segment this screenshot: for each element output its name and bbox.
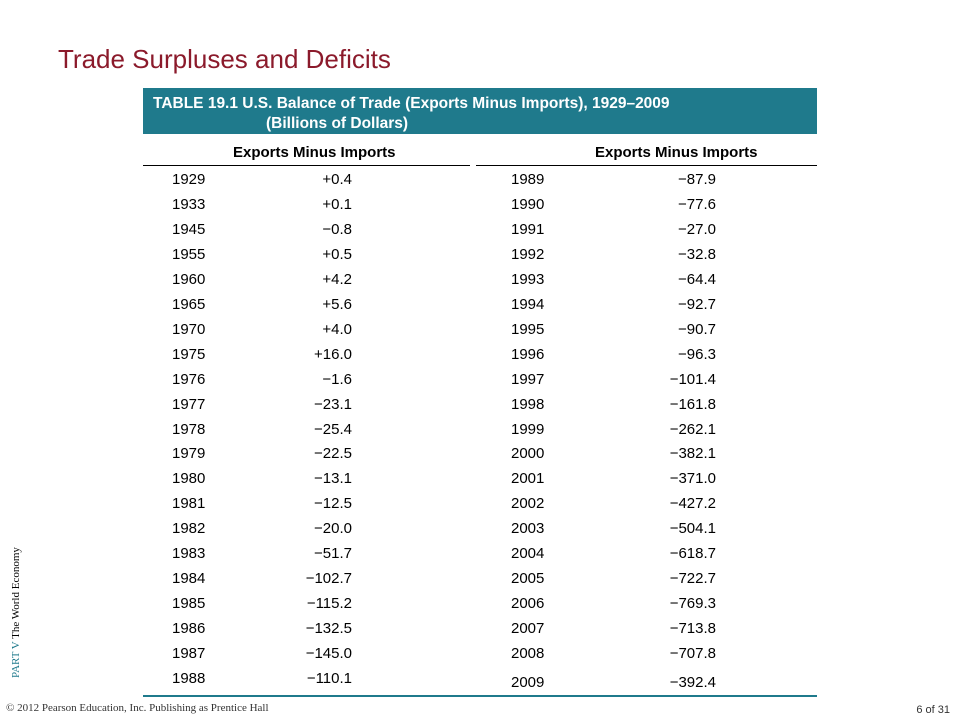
table-cell-year: 1980 (172, 470, 206, 488)
table-cell-value: −504.1 (669, 520, 716, 538)
table-cell-year: 1995 (511, 320, 545, 338)
table-title-line2: (Billions of Dollars) (266, 115, 409, 132)
table-cell-year: 2006 (511, 595, 545, 613)
part-side-label: PART V The World Economy (10, 547, 22, 678)
table-cell-value: −769.3 (669, 595, 716, 613)
table-cell-value: −20.0 (314, 520, 352, 538)
table-cell-value: −145.0 (305, 645, 352, 663)
table-cell-year: 1989 (511, 171, 545, 188)
table-cell-value: −713.8 (669, 620, 716, 638)
table-cell-value: −102.7 (305, 570, 352, 588)
table-cell-year: 1960 (172, 270, 206, 288)
table-cell-year: 1984 (172, 570, 206, 588)
table-cell-value: +16.0 (314, 345, 352, 363)
table-cell-value: −23.1 (314, 395, 352, 413)
table-cell-value: −262.1 (669, 420, 716, 438)
table-cell-year: 2005 (511, 570, 545, 588)
table-cell-value: −27.0 (678, 220, 716, 238)
table-cell-year: 2003 (511, 520, 545, 538)
table-cell-value: −722.7 (669, 570, 716, 588)
table-cell-year: 1979 (172, 445, 206, 463)
table-cell-year: 1998 (511, 395, 545, 413)
table-cell-value: −32.8 (678, 245, 716, 263)
table-cell-year: 1985 (172, 595, 206, 613)
table-cell-year: 1970 (172, 320, 206, 338)
table-cell-value: +0.4 (322, 171, 352, 188)
table-cell-value: −101.4 (669, 370, 716, 388)
table-cell-value: −161.8 (669, 395, 716, 413)
table-cell-year: 1993 (511, 270, 545, 288)
table-cell-year: 2008 (511, 645, 545, 663)
table-cell-year: 1981 (172, 495, 206, 513)
table-cell-year: 1992 (511, 245, 545, 263)
table-cell-year: 1975 (172, 345, 206, 363)
table-cell-year: 1976 (172, 370, 206, 388)
table-cell-year: 1933 (172, 195, 206, 213)
table-cell-value: −13.1 (314, 470, 352, 488)
table-cell-value: −371.0 (669, 470, 716, 488)
table-cell-value: −0.8 (322, 220, 352, 238)
page-number: 6 of 31 (916, 704, 950, 716)
table-title-banner: TABLE 19.1 U.S. Balance of Trade (Export… (143, 88, 817, 134)
table-cell-year: 1988 (172, 670, 206, 687)
table-title-line1: TABLE 19.1 U.S. Balance of Trade (Export… (153, 95, 670, 112)
table-cell-value: −77.6 (678, 195, 716, 213)
table-cell-value: −90.7 (678, 320, 716, 338)
table-cell-year: 2009 (511, 674, 545, 691)
table-cell-year: 1929 (172, 171, 206, 188)
table-cell-year: 2001 (511, 470, 545, 488)
table-cell-value: +0.1 (322, 195, 352, 213)
table-cell-value: −392.4 (669, 674, 716, 691)
table-cell-year: 1977 (172, 395, 206, 413)
column-header-right: Exports Minus Imports (595, 144, 758, 161)
table-cell-value: −707.8 (669, 645, 716, 663)
table-cell-year: 1955 (172, 245, 206, 263)
table-cell-year: 2000 (511, 445, 545, 463)
table-cell-value: −110.1 (306, 670, 352, 687)
table-cell-value: −618.7 (669, 545, 716, 563)
table-cell-value: −1.6 (322, 370, 352, 388)
table-cell-year: 1990 (511, 195, 545, 213)
table-cell-year: 1982 (172, 520, 206, 538)
table-cell-value: +5.6 (322, 295, 352, 313)
table-cell-value: −427.2 (669, 495, 716, 513)
table-cell-year: 1999 (511, 420, 545, 438)
table-cell-value: −92.7 (678, 295, 716, 313)
table-cell-year: 2002 (511, 495, 545, 513)
table-cell-value: −87.9 (678, 171, 716, 188)
table-cell-value: −96.3 (678, 345, 716, 363)
table-cell-value: −51.7 (314, 545, 352, 563)
table-cell-year: 1987 (172, 645, 206, 663)
part-number: PART V (10, 641, 22, 678)
table-cell-year: 1978 (172, 420, 206, 438)
column-header-rule-left (143, 165, 470, 166)
slide-title: Trade Surpluses and Deficits (58, 44, 391, 74)
table-cell-value: +4.0 (322, 320, 352, 338)
column-header-left: Exports Minus Imports (233, 144, 396, 161)
table-cell-value: −115.2 (306, 595, 352, 613)
table-bottom-rule (143, 695, 817, 697)
table-cell-year: 1997 (511, 370, 545, 388)
table-cell-value: −64.4 (678, 270, 716, 288)
table-cell-year: 1965 (172, 295, 206, 313)
copyright-notice: © 2012 Pearson Education, Inc. Publishin… (6, 702, 269, 714)
table-cell-year: 1986 (172, 620, 206, 638)
table-cell-value: −25.4 (314, 420, 352, 438)
table-cell-value: +0.5 (322, 245, 352, 263)
table-cell-year: 1991 (511, 220, 545, 238)
table-cell-year: 1945 (172, 220, 206, 238)
table-cell-value: +4.2 (322, 270, 352, 288)
table-cell-value: −22.5 (314, 445, 352, 463)
table-cell-year: 1996 (511, 345, 545, 363)
table-cell-year: 2007 (511, 620, 545, 638)
table-cell-value: −12.5 (314, 495, 352, 513)
table-cell-value: −382.1 (669, 445, 716, 463)
part-title: The World Economy (10, 547, 22, 639)
table-cell-year: 2004 (511, 545, 545, 563)
table-cell-year: 1983 (172, 545, 206, 563)
table-cell-year: 1994 (511, 295, 545, 313)
table-cell-value: −132.5 (305, 620, 352, 638)
column-header-rule-right (476, 165, 817, 166)
